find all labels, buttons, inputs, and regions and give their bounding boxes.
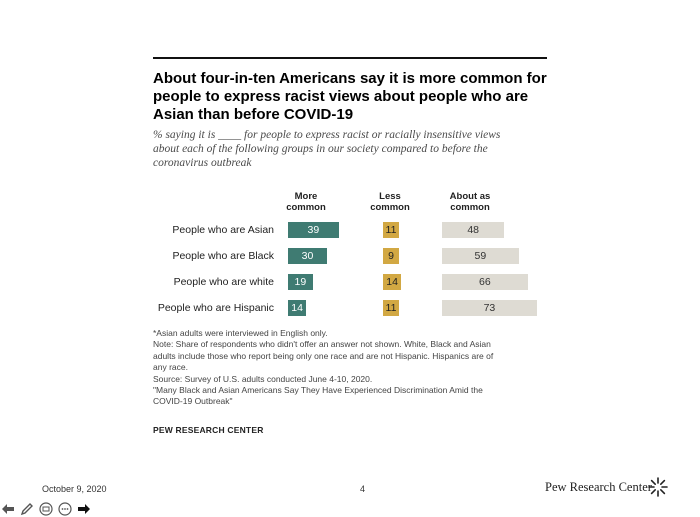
bar-less-common: 9 bbox=[383, 248, 399, 264]
row-label: People who are Hispanic bbox=[157, 302, 274, 314]
column-header-line: About as bbox=[449, 191, 491, 202]
bar-about-as-common: 59 bbox=[442, 248, 519, 264]
column-header-more: More common bbox=[276, 191, 336, 213]
bar-more-common: 14 bbox=[288, 300, 307, 316]
row-label: People who are white bbox=[173, 276, 274, 288]
back-arrow-icon[interactable] bbox=[0, 501, 16, 517]
pew-logo-text: Pew Research Center bbox=[545, 480, 652, 494]
note-line: adults include those who report being on… bbox=[153, 350, 494, 361]
note-line: COVID-19 Outbreak" bbox=[153, 396, 233, 407]
title-line: people to express racist views about peo… bbox=[153, 88, 529, 105]
brand-label: PEW RESEARCH CENTER bbox=[153, 425, 264, 435]
forward-arrow-icon[interactable] bbox=[76, 501, 92, 517]
note-line: "Many Black and Asian Americans Say They… bbox=[153, 385, 483, 396]
subtitle-line: % saying it is ____ for people to expres… bbox=[153, 129, 501, 141]
bar-less-common: 11 bbox=[383, 300, 399, 316]
row-label: People who are Black bbox=[172, 250, 274, 262]
bar-about-as-common: 48 bbox=[442, 222, 505, 238]
row-label: People who are Asian bbox=[172, 224, 274, 236]
bar-more-common: 39 bbox=[288, 222, 339, 238]
column-header-less: Less common bbox=[360, 191, 420, 213]
column-header-line: More bbox=[294, 191, 318, 202]
bar-less-common: 14 bbox=[383, 274, 402, 290]
note-line: *Asian adults were interviewed in Englis… bbox=[153, 328, 328, 338]
subtitle-line: about each of the following groups in ou… bbox=[153, 143, 488, 155]
bar-more-common: 30 bbox=[288, 248, 327, 264]
column-header-line: Less bbox=[379, 191, 401, 202]
column-header-line: common bbox=[286, 202, 326, 213]
chart-title: About four-in-ten Americans say it is mo… bbox=[153, 70, 553, 124]
pew-logo-icon bbox=[648, 477, 668, 497]
bar-about-as-common: 66 bbox=[442, 274, 528, 290]
bar-more-common: 19 bbox=[288, 274, 313, 290]
note-line: Source: Survey of U.S. adults conducted … bbox=[153, 373, 373, 384]
title-line: Asian than before COVID-19 bbox=[153, 106, 354, 123]
chart-subtitle: % saying it is ____ for people to expres… bbox=[153, 128, 553, 170]
pen-icon[interactable] bbox=[19, 501, 35, 517]
title-line: About four-in-ten Americans say it is mo… bbox=[153, 70, 547, 87]
more-icon[interactable] bbox=[57, 501, 73, 517]
slides-icon[interactable] bbox=[38, 501, 54, 517]
page-number: 4 bbox=[360, 484, 366, 494]
note-line: Note: Share of respondents who didn't of… bbox=[153, 339, 491, 350]
note-line: any race. bbox=[153, 362, 188, 373]
title-rule bbox=[153, 57, 547, 59]
bar-about-as-common: 73 bbox=[442, 300, 537, 316]
subtitle-line: coronavirus outbreak bbox=[153, 157, 252, 169]
chart-notes: *Asian adults were interviewed in Englis… bbox=[153, 328, 553, 408]
column-header-same: About as common bbox=[440, 191, 500, 213]
presentation-toolbar bbox=[0, 500, 92, 517]
bar-less-common: 11 bbox=[383, 222, 399, 238]
column-header-line: common bbox=[370, 202, 410, 213]
column-header-line: common bbox=[450, 202, 490, 213]
footer-date: October 9, 2020 bbox=[42, 484, 107, 494]
